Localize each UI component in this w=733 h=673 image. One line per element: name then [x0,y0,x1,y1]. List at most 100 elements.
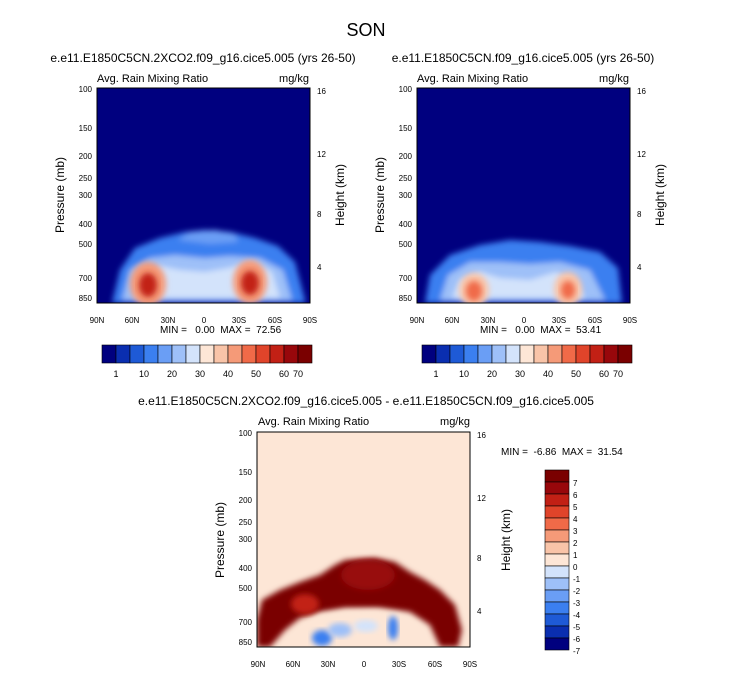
y-tick-labels-right: 16 12 8 4 [477,431,486,616]
y-tick-label: 850 [399,294,413,303]
x-tick-label: 90N [251,660,266,669]
x-tick-label: 90N [90,316,105,325]
x-tick-label: 90N [410,316,425,325]
x-tick-labels: 90N 60N 30N 0 30S 60S 90S [410,316,637,325]
colorbar-bin [544,565,570,579]
colorbar-bin [297,344,313,364]
colorbar-bin [171,344,187,364]
colorbar-bin [547,344,563,364]
colorbar-bin [463,344,479,364]
x-tick-label: 60N [445,316,460,325]
y-tick-label: 250 [239,518,253,527]
units-label: mg/kg [440,416,470,428]
colorbar-bin [575,344,591,364]
colorbar-bin [255,344,271,364]
colorbar-label: -2 [573,587,581,596]
colorbar-label: 30 [195,369,205,379]
x-tick-label: 90S [303,316,317,325]
stats-label: MIN = 0.00 MAX = 72.56 [160,325,282,336]
colorbar-label: -6 [573,635,581,644]
max-blob-nh-core [139,273,157,297]
y-tick-label: 400 [239,564,253,573]
x-tick-label: 30S [552,316,566,325]
max-blob-sh-core [561,281,575,299]
colorbar-labels: 1 10 20 30 40 50 60 70 [113,369,303,379]
colorbar-label: 0 [573,563,578,572]
y-tick-label-right: 4 [477,607,482,616]
y-tick-label: 150 [79,124,93,133]
x-tick-labels: 90N 60N 30N 0 30S 60S 90S [90,316,317,325]
colorbar-label: -5 [573,623,581,632]
x-tick-label: 60N [286,660,301,669]
max-blob-sh-core [241,271,259,295]
y-tick-label: 200 [399,152,413,161]
y-axis-label-right: Height (km) [333,164,347,226]
plot-frame [256,431,471,648]
colorbar-bin [544,601,570,615]
y-tick-label-right: 16 [477,431,486,440]
y-tick-label: 200 [79,152,93,161]
y-tick-label-right: 12 [477,494,486,503]
plot-frame [96,87,311,304]
colorbar-label: -4 [573,611,581,620]
colorbar-bin [544,517,570,531]
y-tick-label: 850 [79,294,93,303]
colorbar-bin [269,344,285,364]
colorbar-bin [544,529,570,543]
colorbar-bin [185,344,201,364]
colorbar-labels: 1 10 20 30 40 50 60 70 [433,369,623,379]
x-tick-label: 60S [428,660,442,669]
colorbar-label: 2 [573,539,578,548]
units-label: mg/kg [599,73,629,85]
colorbar-bin [199,344,215,364]
colorbar-label: 70 [293,369,303,379]
y-tick-label: 700 [79,274,93,283]
y-tick-label-right: 16 [637,87,646,96]
y-axis-label-right: Height (km) [499,509,513,571]
y-tick-label: 850 [239,638,253,647]
colorbar-bin [544,589,570,603]
y-tick-label-right: 12 [637,150,646,159]
colorbar-label: 3 [573,527,578,536]
colorbar-bin [227,344,243,364]
y-tick-label: 400 [79,220,93,229]
colorbar-label: 50 [571,369,581,379]
x-tick-label: 30S [392,660,406,669]
max-blob-nh-core [466,281,482,301]
colorbar-label: 60 [279,369,289,379]
y-tick-label: 250 [79,174,93,183]
y-tick-label: 300 [239,535,253,544]
colorbar-label: -1 [573,575,581,584]
colorbar-bin [533,344,549,364]
y-tick-label: 300 [79,191,93,200]
variable-label: Avg. Rain Mixing Ratio [417,73,528,85]
plot-frame [416,87,631,304]
colorbar-bin [544,541,570,555]
y-tick-label: 200 [239,496,253,505]
colorbar-label: 1 [433,369,438,379]
colorbar-bin [115,344,131,364]
page-title: SON [346,20,385,40]
colorbar-bin [589,344,605,364]
colorbar-label: 20 [487,369,497,379]
colorbar-bin [101,344,117,364]
variable-label: Avg. Rain Mixing Ratio [97,73,208,85]
x-tick-label: 0 [202,316,207,325]
stats-label: MIN = -6.86 MAX = 31.54 [501,447,623,458]
colorbar-bin [213,344,229,364]
panel-2xco2: e.e11.E1850C5CN.2XCO2.f09_g16.cice5.005 … [50,51,355,379]
colorbar-bin [544,577,570,591]
stats-label: MIN = 0.00 MAX = 53.41 [480,325,602,336]
colorbar-bin [561,344,577,364]
x-tick-label: 60N [125,316,140,325]
y-tick-label: 500 [79,240,93,249]
x-tick-label: 90S [623,316,637,325]
y-tick-label-right: 4 [637,263,642,272]
colorbar-label: 10 [459,369,469,379]
positive-patch [291,594,319,614]
x-tick-label: 90S [463,660,477,669]
y-tick-label-right: 16 [317,87,326,96]
x-tick-label: 0 [362,660,367,669]
y-tick-labels: 100 150 200 250 300 400 500 700 850 [239,429,253,647]
colorbar-bin [477,344,493,364]
